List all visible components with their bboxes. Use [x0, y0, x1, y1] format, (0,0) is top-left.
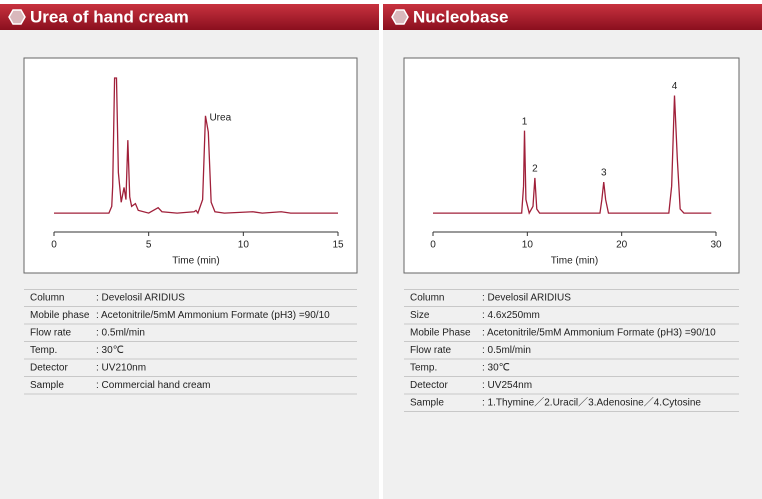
row-label: Sample	[30, 380, 64, 391]
row-value: : 30℃	[96, 345, 124, 356]
x-tick-label: 10	[238, 240, 250, 251]
x-tick-label: 0	[430, 240, 436, 251]
row-label: Detector	[30, 363, 68, 374]
row-value: : Commercial hand cream	[96, 380, 210, 391]
row-label: Flow rate	[30, 328, 72, 339]
row-value: : 0.5ml/min	[482, 345, 531, 356]
panel-title: Nucleobase	[413, 7, 508, 26]
trace	[433, 95, 712, 215]
row-label: Sample	[410, 398, 444, 409]
row-value: : UV254nm	[482, 380, 532, 391]
row-label: Mobile Phase	[410, 328, 471, 339]
x-tick-label: 20	[616, 240, 628, 251]
peak-label: 1	[522, 116, 528, 127]
trace	[54, 77, 338, 215]
row-value: : UV210nm	[96, 363, 146, 374]
header-icon	[8, 9, 26, 25]
peak-label: Urea	[209, 112, 231, 123]
row-value: : 0.5ml/min	[96, 328, 145, 339]
panel-title: Urea of hand cream	[30, 7, 189, 26]
row-label: Mobile phase	[30, 310, 90, 321]
row-value: : Develosil ARIDIUS	[482, 293, 571, 304]
peak-label: 4	[672, 81, 678, 92]
row-label: Temp.	[30, 345, 57, 356]
x-tick-label: 15	[332, 240, 344, 251]
row-label: Column	[30, 293, 64, 304]
x-axis-label: Time (min)	[551, 256, 598, 267]
row-label: Temp.	[410, 363, 437, 374]
row-value: : Acetonitrile/5mM Ammonium Formate (pH3…	[96, 310, 330, 321]
row-value: : 30℃	[482, 363, 510, 374]
row-value: : Acetonitrile/5mM Ammonium Formate (pH3…	[482, 328, 716, 339]
row-label: Flow rate	[410, 345, 452, 356]
x-tick-label: 5	[146, 240, 152, 251]
row-label: Column	[410, 293, 444, 304]
x-tick-label: 10	[522, 240, 534, 251]
peak-label: 2	[532, 164, 538, 175]
row-label: Detector	[410, 380, 448, 391]
x-axis-label: Time (min)	[172, 256, 219, 267]
row-value: : Develosil ARIDIUS	[96, 293, 185, 304]
chart-box	[23, 57, 358, 274]
row-label: Size	[410, 310, 430, 321]
header-icon	[391, 9, 409, 25]
panel-header	[0, 4, 379, 30]
peak-label: 3	[601, 168, 607, 179]
panel-header	[383, 4, 762, 30]
x-tick-label: 30	[710, 240, 722, 251]
x-tick-label: 0	[51, 240, 57, 251]
chart-box	[403, 57, 740, 274]
row-value: : 1.Thymine／2.Uracil／3.Adenosine／4.Cytos…	[482, 397, 701, 409]
row-value: : 4.6x250mm	[482, 310, 540, 321]
